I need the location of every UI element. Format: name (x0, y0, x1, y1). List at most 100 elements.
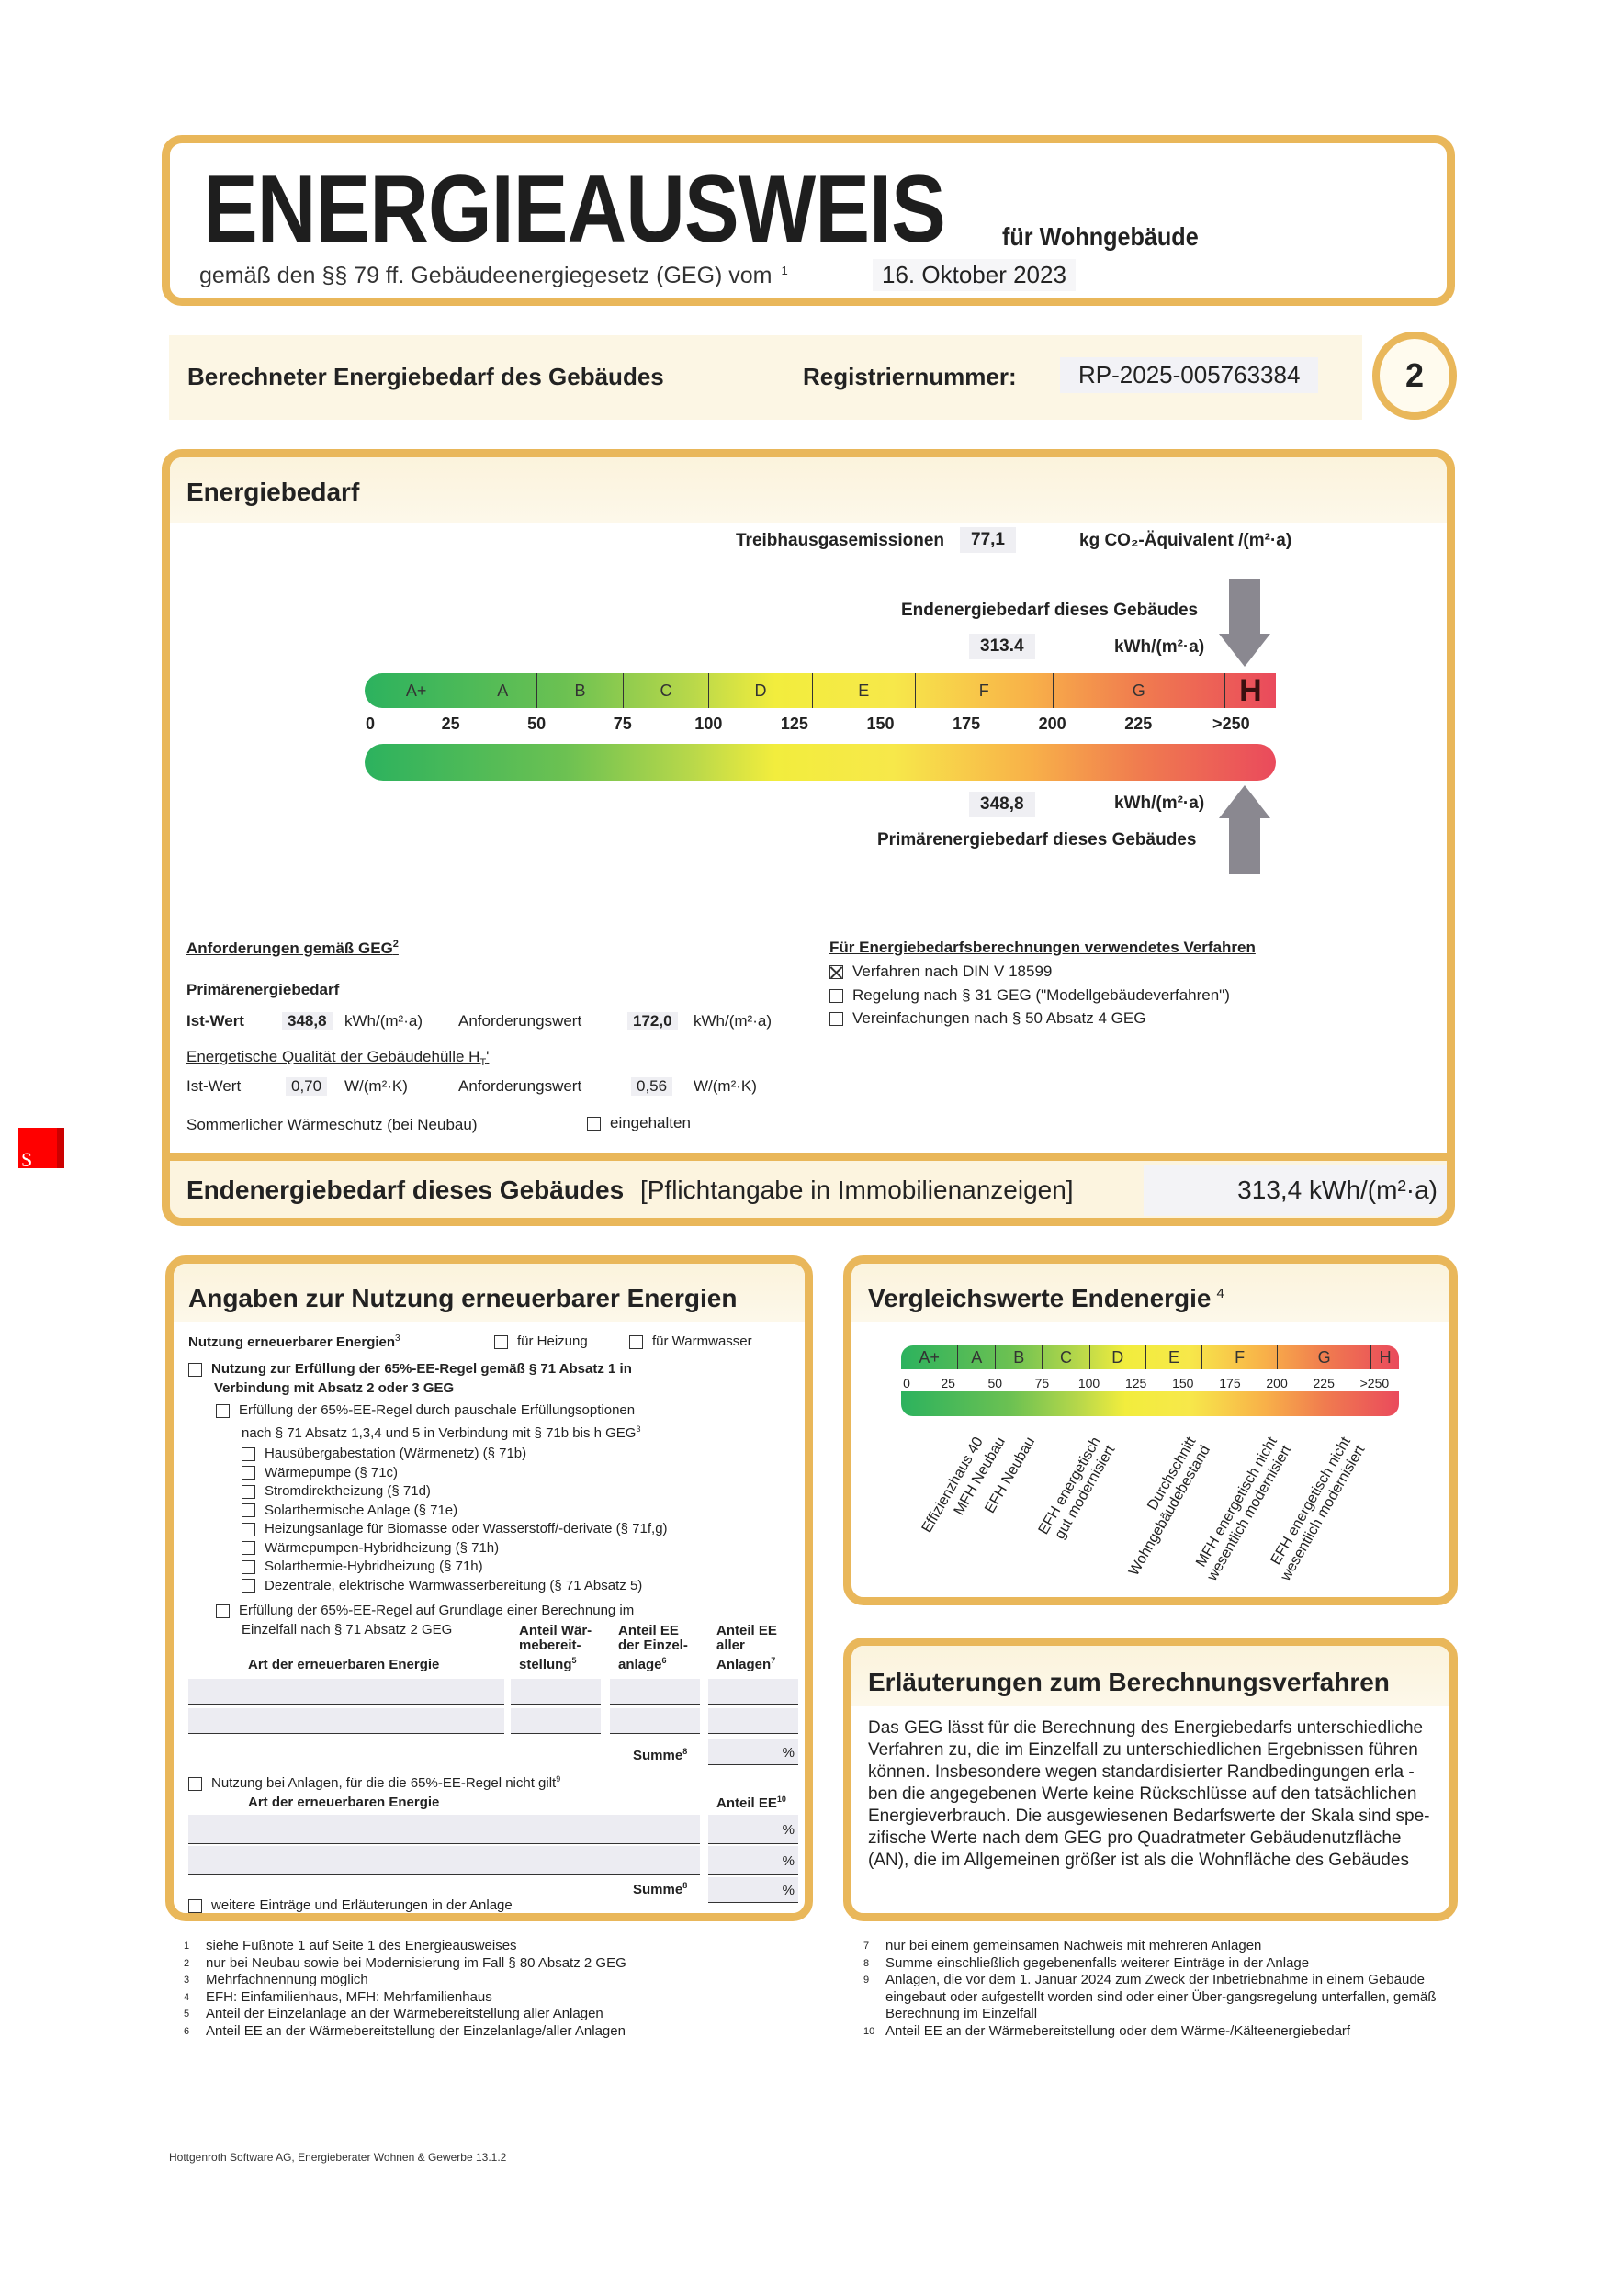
comparison-class-scale: A+ A B C D E F G H (901, 1345, 1399, 1369)
co2-value: 77,1 (960, 527, 1016, 553)
page-number-badge: 2 (1372, 332, 1457, 420)
col-header-einzel: Anteil EE der Einzel-anlage6 (618, 1623, 688, 1672)
checkbox-icon[interactable] (829, 989, 843, 1004)
table-cell-input[interactable] (610, 1679, 700, 1705)
section-label: Berechneter Energiebedarf des Gebäudes (187, 363, 664, 390)
table-cell-input[interactable] (188, 1708, 504, 1734)
explanation-line: ben die angegebenen Werte keine Rückschl… (868, 1784, 1417, 1804)
rule65-checkbox[interactable]: Nutzung zur Erfüllung der 65%-EE-Regel g… (188, 1359, 632, 1398)
footnote-number: 1 (184, 1941, 190, 1952)
procedure-option[interactable]: Regelung nach § 31 GEG ("Modellgebäudeve… (829, 986, 1230, 1005)
scale-tick-label: 25 (441, 715, 460, 733)
fulfilment-option[interactable]: Wärmepumpen-Hybridheizung (§ 71h) (242, 1539, 668, 1559)
fulfilment-option[interactable]: Stromdirektheizung (§ 71d) (242, 1482, 668, 1502)
checkbox-icon[interactable] (188, 1776, 202, 1791)
checkbox-icon[interactable] (242, 1484, 255, 1499)
footnotes-right: 7 nur bei einem gemeinsamen Nachweis mit … (863, 1938, 1451, 2040)
usage-row: Nutzung erneuerbarer Energien3 für Heizu… (188, 1334, 752, 1350)
checkbox-icon[interactable] (216, 1604, 230, 1618)
energy-class-scale: A+ A B C D E F G H (365, 673, 1276, 708)
registry-bar: Berechneter Energiebedarf des Gebäudes R… (169, 335, 1362, 420)
procedure-title: Für Energiebedarfsberechnungen verwendet… (829, 939, 1256, 956)
document-subtitle: für Wohngebäude (1002, 222, 1199, 251)
energy-class-h: H (1224, 673, 1276, 708)
scale-tick-label: 200 (1266, 1376, 1288, 1390)
water-checkbox[interactable]: für Warmwasser (629, 1334, 752, 1349)
table-cell-input[interactable]: % (708, 1815, 798, 1844)
primary-energy-arrow-icon (1229, 817, 1260, 874)
footnote-number: 10 (863, 2025, 875, 2037)
einzelfall-checkbox[interactable]: Erfüllung der 65%-EE-Regel auf Grundlage… (216, 1601, 634, 1639)
checkbox-icon[interactable] (242, 1579, 255, 1593)
procedure-option[interactable]: Verfahren nach DIN V 18599 (829, 962, 1052, 981)
checkbox-icon[interactable] (242, 1503, 255, 1518)
footnote-text: Anlagen, die vor dem 1. Januar 2024 zum … (885, 1972, 1437, 2021)
table-cell-input[interactable] (188, 1815, 700, 1844)
checkbox-icon[interactable] (188, 1362, 202, 1377)
procedure-option[interactable]: Vereinfachungen nach § 50 Absatz 4 GEG (829, 1009, 1145, 1028)
footnote: 5 Anteil der Einzelanlage an der Wärmeber… (184, 2006, 827, 2023)
checkbox-icon[interactable] (242, 1559, 255, 1574)
end-energy-arrowhead-icon (1219, 634, 1270, 667)
comparison-box: Vergleichswerte Endenergie 4 A+ A B C D E F G H 0… (843, 1255, 1458, 1605)
fulfilment-options-list: Hausübergabestation (Wärmenetz) (§ 71b) W… (242, 1445, 668, 1595)
scale-tick-label: >250 (1212, 715, 1250, 733)
primary-energy-heading: Primärenergiebedarf (186, 981, 340, 998)
checkbox-icon[interactable] (242, 1466, 255, 1480)
fulfilment-option[interactable]: Wärmepumpe (§ 71c) (242, 1464, 668, 1483)
summer-protection-checkbox[interactable]: eingehalten (587, 1114, 691, 1132)
registry-number: RP-2025-005763384 (1060, 357, 1319, 393)
co2-unit: kg CO₂-Äquivalent /(m²·a) (1079, 531, 1292, 550)
checkbox-icon[interactable] (216, 1403, 230, 1418)
table-cell-input[interactable] (511, 1708, 601, 1734)
checkbox-icon[interactable] (587, 1117, 601, 1131)
checkbox-icon[interactable] (242, 1446, 255, 1461)
further-entries-checkbox[interactable]: weitere Einträge und Erläuterungen in de… (188, 1897, 513, 1913)
table-cell-input[interactable]: % (708, 1846, 798, 1875)
fulfilment-option[interactable]: Solarthermie-Hybridheizung (§ 71h) (242, 1558, 668, 1577)
section-header-band (174, 1264, 805, 1322)
checked-checkbox-icon[interactable] (829, 965, 843, 980)
scale-tick-label: 150 (1172, 1376, 1194, 1390)
table-cell-input[interactable] (188, 1846, 700, 1875)
table-cell-input[interactable] (188, 1679, 504, 1705)
pauschal-checkbox[interactable]: Erfüllung der 65%-EE-Regel durch pauscha… (216, 1401, 640, 1443)
fulfilment-option[interactable]: Dezentrale, elektrische Warmwasserbereit… (242, 1577, 668, 1596)
energy-class-a: A (468, 673, 536, 708)
checkbox-icon[interactable] (188, 1898, 202, 1913)
table-cell-input[interactable] (610, 1708, 700, 1734)
summary-value: 313,4 kWh/(m²·a) (1144, 1165, 1447, 1216)
option-label: Solarthermische Anlage (§ 71e) (265, 1502, 458, 1518)
checkbox-icon[interactable] (242, 1541, 255, 1556)
scale-tick-label: 225 (1313, 1376, 1335, 1390)
footnote-number: 2 (184, 1957, 190, 1969)
end-energy-value: 313.4 (969, 634, 1035, 659)
scale-tick-label: >250 (1359, 1376, 1390, 1390)
checkbox-icon[interactable] (629, 1334, 643, 1349)
checkbox-icon[interactable] (829, 1012, 843, 1027)
checkbox-icon[interactable] (242, 1522, 255, 1536)
sum-field-2[interactable]: % (708, 1877, 798, 1903)
footnote-text: EFH: Einfamilienhaus, MFH: Mehrfamilienh… (206, 1988, 492, 2005)
table-cell-input[interactable] (511, 1679, 601, 1705)
checkbox-icon[interactable] (494, 1334, 508, 1349)
not-applicable-checkbox[interactable]: Nutzung bei Anlagen, für die die 65%-EE-… (188, 1774, 560, 1791)
table-cell-input[interactable] (708, 1679, 798, 1705)
fulfilment-option[interactable]: Solarthermische Anlage (§ 71e) (242, 1502, 668, 1521)
fulfilment-option[interactable]: Heizungsanlage für Biomasse oder Wassers… (242, 1520, 668, 1539)
sum-field[interactable]: % (708, 1739, 798, 1765)
end-energy-unit: kWh/(m²·a) (1114, 637, 1205, 657)
scale-tick-label: 0 (903, 1376, 910, 1390)
fulfilment-option[interactable]: Hausübergabestation (Wärmenetz) (§ 71b) (242, 1445, 668, 1464)
footnote: 2 nur bei Neubau sowie bei Modernisierung… (184, 1955, 827, 1973)
scale-tick-label: 75 (613, 715, 632, 733)
scale-tick-label: 225 (1124, 715, 1153, 733)
heating-checkbox[interactable]: für Heizung (494, 1334, 588, 1349)
col-header-alle: Anteil EE aller Anlagen7 (716, 1623, 777, 1672)
header-box: ENERGIEAUSWEIS für Wohngebäude gemäß den… (162, 135, 1455, 306)
col-header-waerme: Anteil Wär-mebereit-stellung5 (519, 1623, 592, 1672)
table-cell-input[interactable] (708, 1708, 798, 1734)
energy-class-f: F (914, 673, 1053, 708)
footnote-number: 8 (863, 1957, 870, 1969)
scale-tick-label: 75 (1034, 1376, 1050, 1390)
